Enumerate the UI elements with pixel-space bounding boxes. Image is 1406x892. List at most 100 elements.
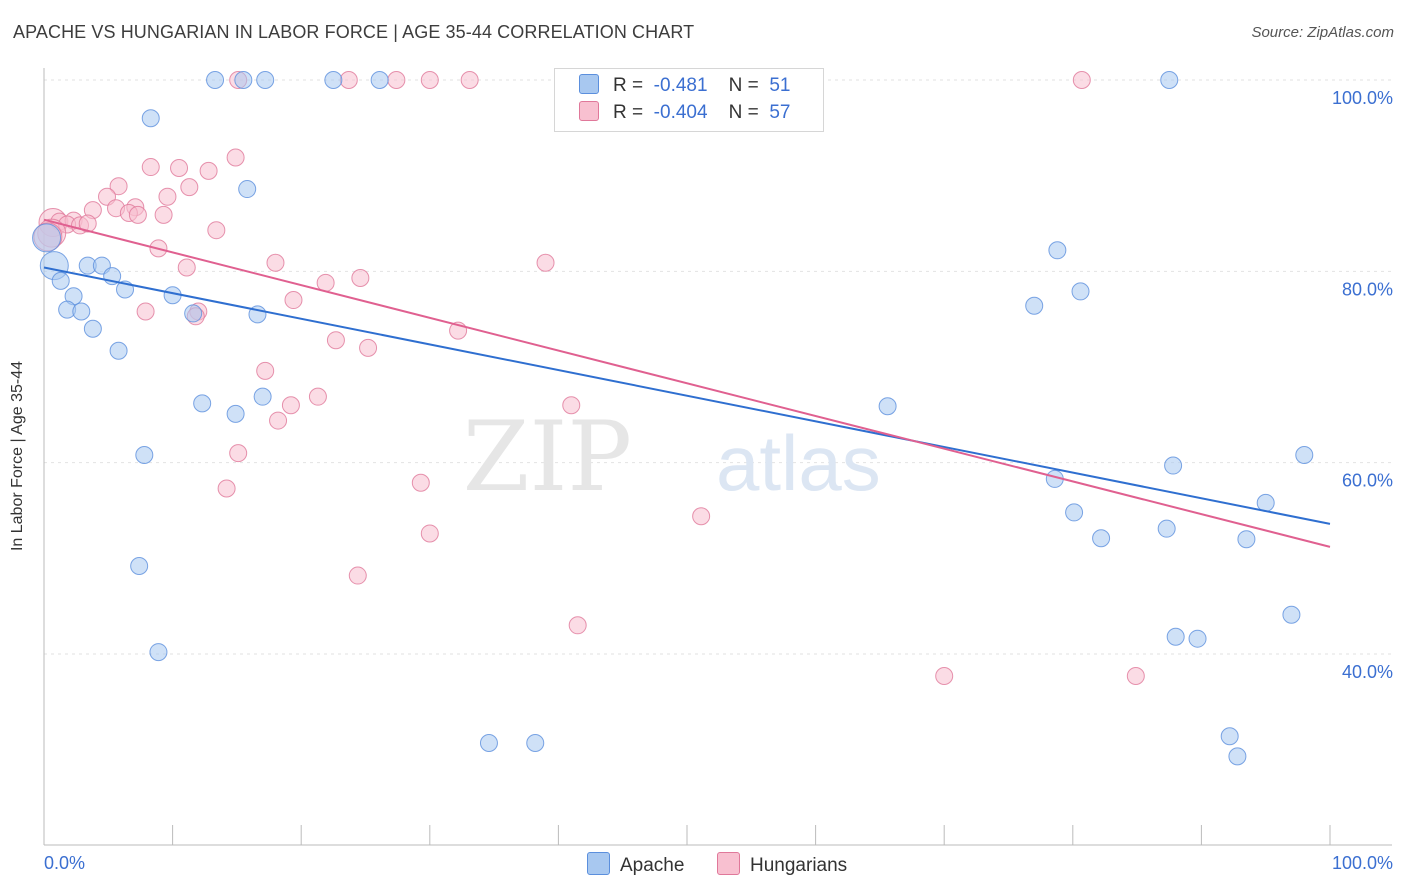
hungarian-point bbox=[568, 616, 587, 635]
x-tick-label: 0.0% bbox=[44, 853, 85, 873]
hungarian-point bbox=[284, 291, 303, 310]
hungarian-point bbox=[266, 253, 285, 272]
hungarian-point bbox=[256, 361, 275, 380]
apache-point bbox=[238, 180, 257, 199]
hungarian-point bbox=[339, 71, 358, 89]
legend-row-apache: R = -0.481 N = 51 bbox=[579, 74, 790, 102]
apache-point bbox=[878, 397, 897, 416]
apache-swatch-icon bbox=[579, 74, 599, 94]
apache-point bbox=[226, 404, 245, 423]
hungarian-point bbox=[420, 71, 439, 89]
r-value: -0.481 bbox=[653, 75, 708, 96]
watermark-atlas: atlas bbox=[716, 419, 881, 507]
apache-point bbox=[141, 109, 160, 128]
hungarian-point bbox=[170, 159, 189, 178]
apache-point bbox=[32, 223, 62, 253]
hungarian-point bbox=[141, 158, 160, 177]
apache-point bbox=[1025, 296, 1044, 315]
hungarian-point bbox=[158, 187, 177, 206]
hungarian-point bbox=[308, 387, 327, 406]
watermark: ZIP atlas bbox=[463, 401, 881, 513]
chart-title: APACHE VS HUNGARIAN IN LABOR FORCE | AGE… bbox=[13, 22, 695, 42]
apache-point bbox=[109, 341, 128, 360]
r-value: -0.404 bbox=[653, 102, 708, 123]
legend-item-apache[interactable]: Apache bbox=[587, 852, 684, 877]
hungarian-point bbox=[128, 205, 147, 224]
apache-point bbox=[1065, 503, 1084, 522]
hungarian-point bbox=[359, 338, 378, 357]
axes bbox=[43, 68, 1392, 846]
gridlines bbox=[44, 79, 1392, 655]
hungarian-point bbox=[136, 302, 155, 321]
watermark-zip: ZIP bbox=[463, 401, 632, 513]
trend-lines bbox=[43, 218, 1331, 548]
source-label: Source: ZipAtlas.com bbox=[1251, 24, 1394, 41]
hungarian-point bbox=[387, 71, 406, 89]
y-tick-label: 80.0% bbox=[1342, 279, 1393, 299]
hungarian-point bbox=[536, 253, 555, 272]
series-legend: Apache Hungarians bbox=[0, 852, 1406, 878]
apache-trend-line bbox=[43, 266, 1331, 525]
apache-point bbox=[253, 387, 272, 406]
apache-point bbox=[1092, 529, 1111, 548]
hungarian-point bbox=[351, 269, 370, 288]
apache-point bbox=[72, 302, 91, 321]
hungarian-point bbox=[229, 444, 248, 463]
hungarian-point bbox=[316, 273, 335, 292]
n-value: 51 bbox=[769, 75, 791, 96]
hungarian-point bbox=[207, 221, 226, 240]
apache-point bbox=[206, 71, 225, 89]
hungarian-point bbox=[1072, 71, 1091, 89]
apache-points bbox=[32, 71, 1314, 766]
hungarian-point bbox=[78, 214, 97, 233]
apache-point bbox=[184, 304, 203, 323]
apache-point bbox=[526, 733, 545, 752]
apache-point bbox=[1048, 241, 1067, 260]
y-axis-label: In Labor Force | Age 35-44 bbox=[9, 360, 26, 552]
apache-point bbox=[1160, 71, 1179, 89]
hungarian-point bbox=[326, 331, 345, 350]
apache-point bbox=[370, 71, 389, 89]
apache-point bbox=[1228, 747, 1247, 766]
apache-point bbox=[1220, 727, 1239, 746]
hungarian-point bbox=[269, 411, 288, 430]
legend-label: Apache bbox=[620, 855, 685, 876]
apache-point bbox=[1164, 456, 1183, 475]
n-label: N = bbox=[728, 102, 759, 123]
hungarian-point bbox=[935, 667, 954, 686]
apache-point bbox=[324, 71, 343, 89]
n-value: 57 bbox=[769, 102, 791, 123]
y-tick-label: 60.0% bbox=[1342, 471, 1393, 491]
x-tick-label: 100.0% bbox=[1332, 853, 1393, 873]
apache-point bbox=[149, 643, 168, 662]
hungarian-point bbox=[420, 524, 439, 543]
apache-point bbox=[256, 71, 275, 89]
hungarian-point bbox=[199, 161, 218, 180]
hungarian-point bbox=[281, 396, 300, 415]
apache-point bbox=[1166, 627, 1185, 646]
hungarian-point bbox=[1126, 667, 1145, 686]
y-tick-labels: 100.0% 80.0% 60.0% 40.0% bbox=[1332, 88, 1393, 682]
hungarian-points bbox=[33, 71, 1145, 686]
legend-item-hungarians[interactable]: Hungarians bbox=[717, 852, 847, 877]
apache-swatch-icon bbox=[587, 852, 610, 875]
r-label: R = bbox=[613, 102, 644, 123]
hungarian-point bbox=[692, 507, 711, 526]
y-tick-label: 100.0% bbox=[1332, 88, 1393, 108]
apache-point bbox=[193, 394, 212, 413]
hungarian-swatch-icon bbox=[717, 852, 740, 875]
hungarian-swatch-icon bbox=[579, 101, 599, 121]
apache-point bbox=[1157, 519, 1176, 538]
hungarian-point bbox=[217, 479, 236, 498]
hungarian-point bbox=[411, 473, 430, 492]
apache-point bbox=[83, 319, 102, 338]
apache-point bbox=[1237, 530, 1256, 549]
apache-point bbox=[234, 71, 253, 89]
apache-point bbox=[1282, 605, 1301, 624]
apache-point bbox=[135, 446, 154, 465]
apache-point bbox=[1188, 629, 1207, 648]
hungarian-point bbox=[562, 396, 581, 415]
legend-label: Hungarians bbox=[750, 855, 848, 876]
apache-point bbox=[1071, 282, 1090, 301]
